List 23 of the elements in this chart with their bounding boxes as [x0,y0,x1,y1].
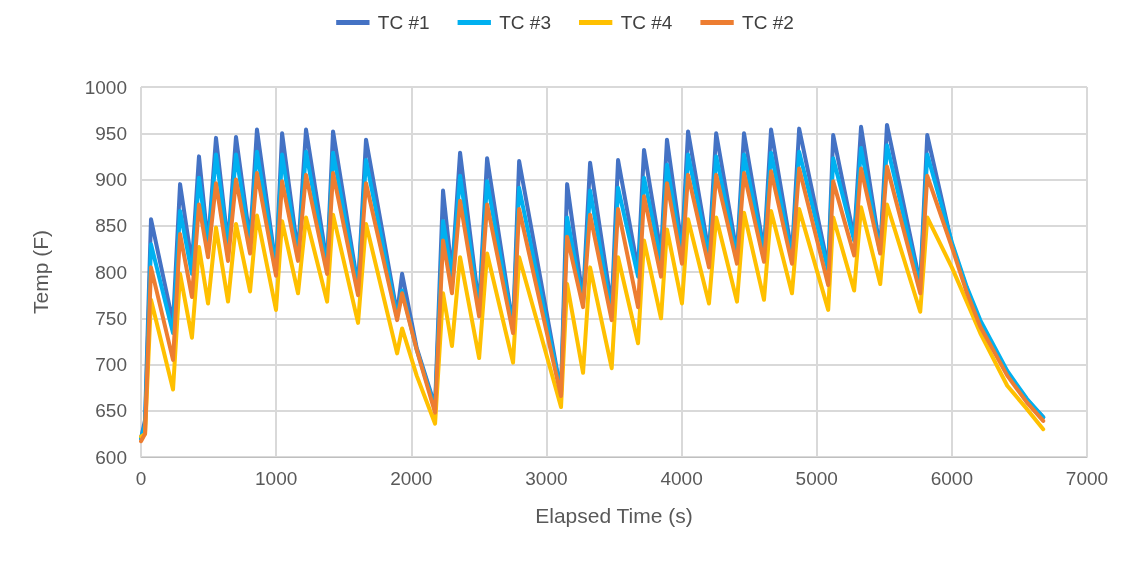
x-tick-label: 7000 [1065,468,1109,489]
x-tick-label: 0 [135,468,147,489]
y-tick-label: 900 [95,169,127,190]
x-axis-title: Elapsed Time (s) [535,504,693,527]
y-tick-label: 650 [95,400,127,422]
legend-label: TC #2 [742,12,794,33]
y-tick-label: 950 [95,122,127,144]
legend-label: TC #4 [620,12,673,33]
legend-label: TC #3 [499,12,552,33]
y-tick-label: 850 [95,215,127,237]
y-axis-title: Temp (F) [29,230,52,314]
x-tick-label: 1000 [255,468,298,489]
y-tick-label: 1000 [84,76,127,98]
y-tick-label: 700 [95,354,127,375]
x-tick-label: 6000 [930,468,973,489]
x-tick-label: 4000 [660,468,703,489]
x-tick-label: 3000 [525,468,568,489]
y-tick-label: 750 [95,307,127,329]
x-tick-label: 5000 [795,468,838,489]
legend-label: TC #1 [377,12,430,33]
y-tick-label: 600 [95,446,127,468]
y-tick-label: 800 [95,261,127,283]
x-tick-label: 2000 [390,468,433,489]
